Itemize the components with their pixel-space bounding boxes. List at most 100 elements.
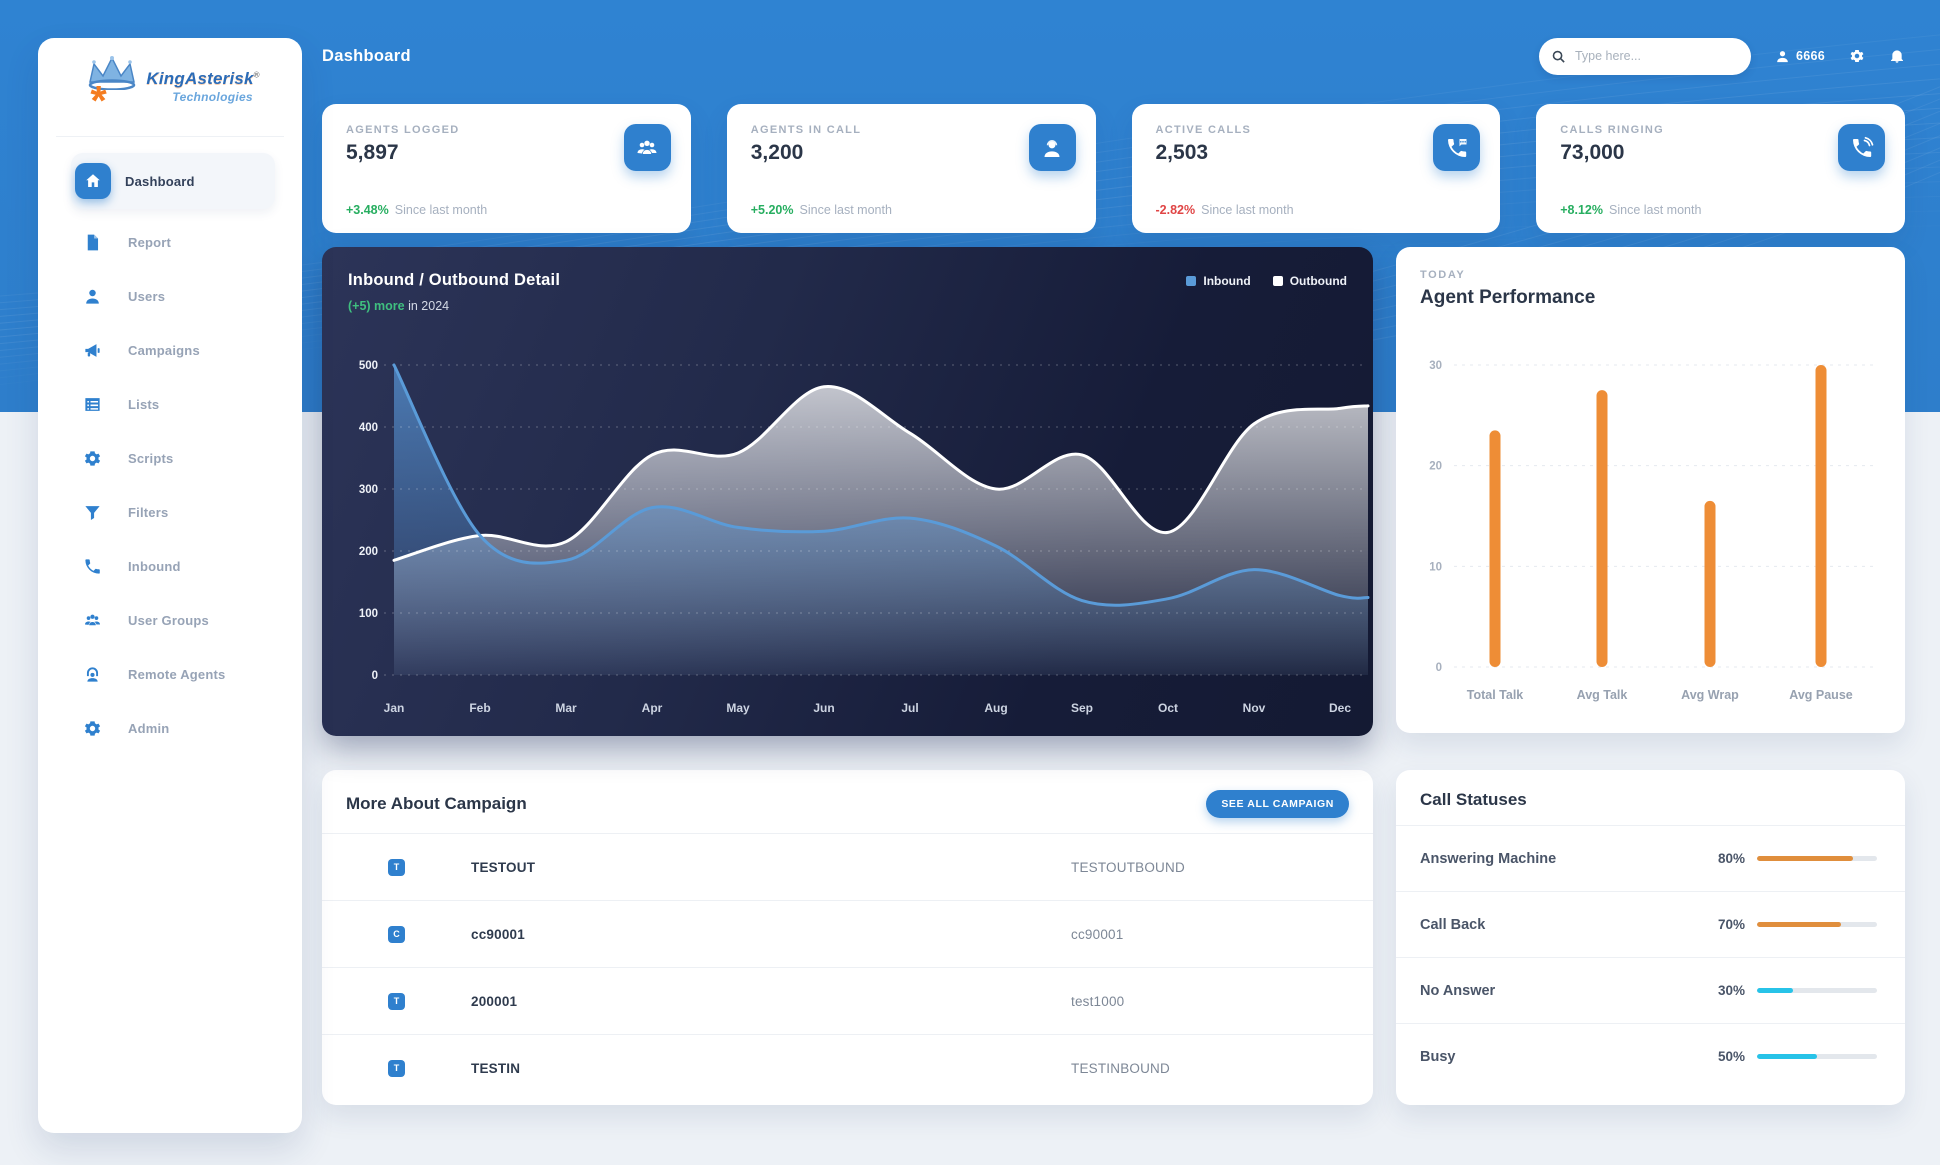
campaign-badge: T: [388, 992, 405, 1010]
svg-text:0: 0: [1436, 662, 1442, 674]
bell-icon: [1891, 50, 1903, 63]
call-statuses-title: Call Statuses: [1420, 790, 1527, 809]
bar-chart: 0 10 20 30 Total Talk Avg Talk Avg Wrap Avg Pau…: [1429, 360, 1878, 702]
svg-text:May: May: [726, 701, 750, 715]
svg-text:Apr: Apr: [642, 701, 663, 715]
brand-logo: * KingAsterisk® Technologies: [38, 38, 302, 124]
sidebar-item-campaigns[interactable]: Campaigns: [38, 323, 302, 377]
phone-ring-icon: [1838, 124, 1885, 171]
brand-reg: ®: [253, 70, 260, 80]
svg-text:500: 500: [359, 360, 378, 372]
svg-text:Nov: Nov: [1243, 701, 1266, 715]
see-all-campaign-button[interactable]: SEE ALL CAMPAIGN: [1206, 790, 1349, 818]
crown-asterisk-icon: *: [80, 54, 142, 122]
stat-cards: AGENTS LOGGED 5,897 +3.48% Since last month…: [322, 104, 1905, 233]
sidebar-item-label: Admin: [128, 720, 170, 736]
notifications-button[interactable]: [1889, 48, 1905, 64]
stat-caption: Since last month: [799, 203, 892, 217]
campaign-row-testin[interactable]: T TESTIN TESTINBOUND: [322, 1034, 1373, 1101]
area-chart: 0 100 200 300 400 500 Jan Feb Mar Apr May Jun Jul Aug…: [359, 360, 1370, 715]
user-icon: [82, 286, 102, 306]
gear-icon: [82, 718, 102, 738]
call-status-row-call-back: Call Back 70%: [1396, 891, 1905, 957]
search-input[interactable]: [1574, 49, 1725, 63]
user-id: 6666: [1795, 49, 1825, 63]
phone-icon: [82, 556, 102, 576]
legend-swatch: [1186, 276, 1197, 286]
search-icon: [1552, 50, 1565, 63]
svg-text:200: 200: [359, 546, 378, 558]
sidebar-item-lists[interactable]: Lists: [38, 377, 302, 431]
stat-value: 73,000: [1560, 141, 1625, 164]
user-icon: [1777, 50, 1788, 62]
phone-chat-icon: [1433, 124, 1481, 171]
headset-icon: [82, 664, 102, 684]
call-status-percent: 50%: [1717, 1049, 1745, 1064]
call-status-progressbar: [1757, 922, 1877, 927]
stat-card-agents-in-call: AGENTS IN CALL 3,200 +5.20% Since last mont…: [726, 104, 1096, 233]
stat-delta: +5.20%: [750, 203, 794, 217]
list-icon: [82, 394, 102, 414]
call-status-label: Busy: [1420, 1048, 1456, 1065]
sidebar-item-users[interactable]: Users: [38, 269, 302, 323]
panel-title: Agent Performance: [1420, 287, 1596, 308]
brand-tagline: Technologies: [172, 90, 253, 104]
campaign-badge: T: [388, 858, 405, 876]
sidebar-divider: [56, 136, 284, 137]
svg-text:20: 20: [1429, 461, 1442, 473]
campaign-badge: C: [388, 925, 405, 943]
svg-text:Feb: Feb: [469, 701, 490, 715]
svg-text:400: 400: [359, 422, 378, 434]
call-status-row-busy: Busy 50%: [1396, 1023, 1905, 1089]
sidebar-item-filters[interactable]: Filters: [38, 485, 302, 539]
page-title: Dashboard: [322, 46, 411, 65]
report-icon: [82, 232, 102, 252]
call-status-progressbar: [1757, 1054, 1877, 1059]
svg-text:0: 0: [372, 670, 378, 682]
sidebar-item-report[interactable]: Report: [38, 215, 302, 269]
call-status-label: No Answer: [1420, 982, 1496, 999]
sidebar-item-user-groups[interactable]: User Groups: [38, 593, 302, 647]
sidebar-item-label: Inbound: [128, 558, 181, 574]
stat-label: AGENTS IN CALL: [750, 124, 862, 136]
campaign-row-testout[interactable]: T TESTOUT TESTOUTBOUND: [322, 833, 1373, 900]
chart-subtitle: (+5) more in 2024: [348, 299, 450, 313]
svg-text:300: 300: [359, 484, 378, 496]
call-status-progressbar: [1757, 988, 1877, 993]
svg-text:Avg Talk: Avg Talk: [1577, 688, 1628, 702]
svg-text:30: 30: [1429, 360, 1442, 372]
legend-label: Inbound: [1203, 274, 1251, 288]
stat-label: CALLS RINGING: [1560, 124, 1664, 136]
gear-icon: [1850, 50, 1864, 62]
campaigns-title: More About Campaign: [346, 794, 527, 813]
brand-name: KingAsterisk: [146, 69, 254, 88]
stat-card-active-calls: ACTIVE CALLS 2,503 -2.82% Since last month: [1131, 104, 1501, 233]
legend-label: Outbound: [1289, 274, 1347, 288]
call-status-percent: 30%: [1717, 983, 1745, 998]
sidebar-item-admin[interactable]: Admin: [38, 701, 302, 755]
sidebar-item-inbound[interactable]: Inbound: [38, 539, 302, 593]
sidebar-item-label: Lists: [128, 396, 160, 412]
campaign-name: TESTOUT: [471, 859, 536, 875]
user-chip[interactable]: 6666: [1775, 49, 1825, 64]
sidebar-item-scripts[interactable]: Scripts: [38, 431, 302, 485]
call-status-label: Call Back: [1420, 916, 1486, 933]
call-status-percent: 70%: [1717, 917, 1745, 932]
sidebar-item-dashboard[interactable]: Dashboard: [71, 153, 275, 209]
stat-delta: -2.82%: [1155, 203, 1196, 217]
chart-legend: Inbound Outbound: [1186, 271, 1347, 288]
sidebar-item-label: Scripts: [128, 450, 174, 466]
sidebar-item-remote-agents[interactable]: Remote Agents: [38, 647, 302, 701]
call-status-percent: 80%: [1717, 851, 1745, 866]
search-box[interactable]: [1538, 37, 1751, 75]
svg-text:Mar: Mar: [555, 701, 577, 715]
campaign-detail: TESTINBOUND: [1071, 1060, 1170, 1076]
settings-button[interactable]: [1849, 48, 1865, 64]
stat-label: ACTIVE CALLS: [1155, 124, 1252, 136]
call-status-label: Answering Machine: [1420, 850, 1557, 867]
megaphone-icon: [82, 340, 102, 360]
stat-card-agents-logged: AGENTS LOGGED 5,897 +3.48% Since last month: [322, 104, 691, 233]
campaign-row-200001[interactable]: T 200001 test1000: [322, 967, 1373, 1034]
